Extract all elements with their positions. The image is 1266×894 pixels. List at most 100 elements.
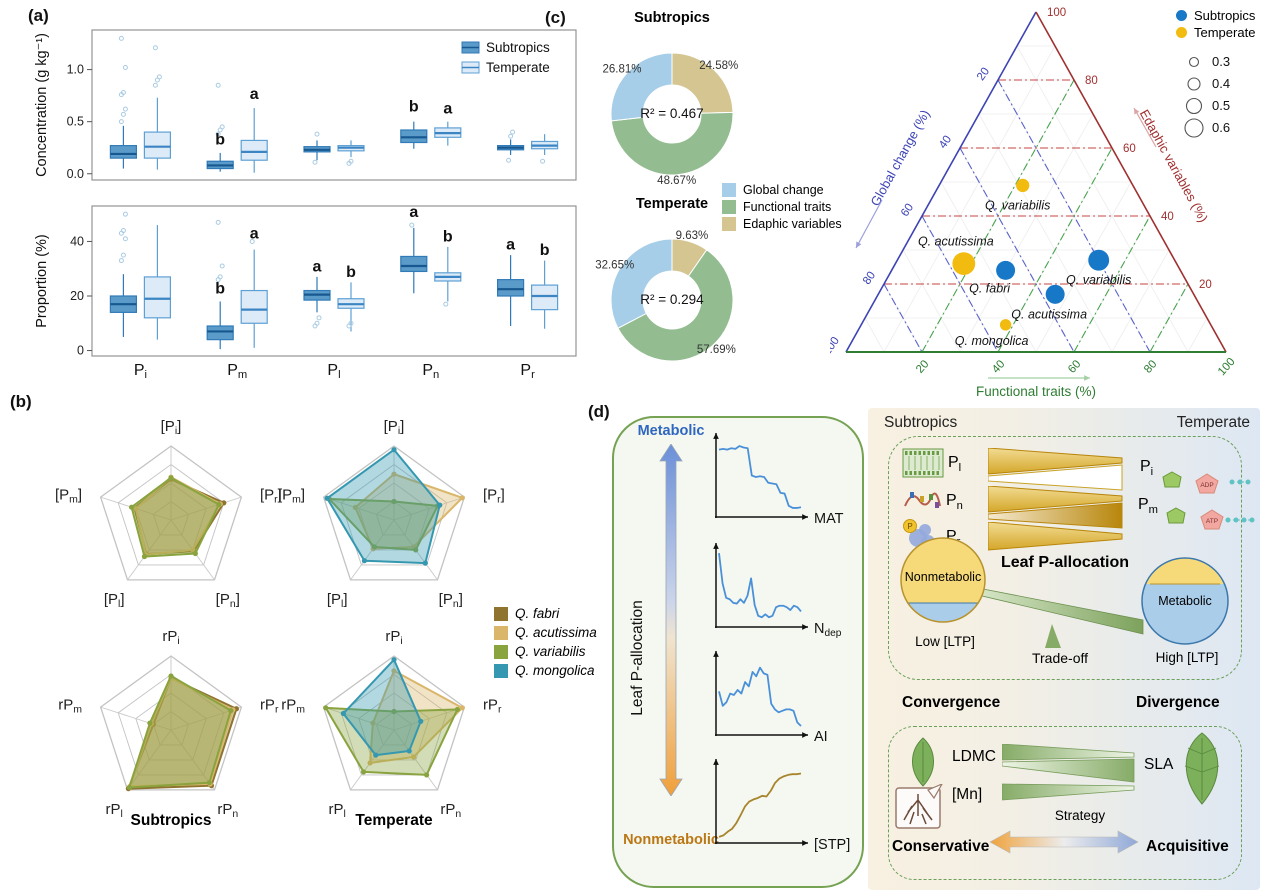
gradient-axis-box — [612, 416, 864, 888]
seesaw-plank-icon — [977, 587, 1144, 648]
svg-text:[Pr]: [Pr] — [260, 486, 282, 505]
ternary-chart: 20 20 20 40 40 40 60 60 60 80 80 80 100 100 100 Global … — [821, 0, 1266, 405]
root-icon — [895, 784, 943, 829]
svg-text:80: 80 — [861, 270, 878, 287]
boxplot-chart: 0.0 0.5 1.0 Concentration (g kg⁻¹) b a b a 0 20 40… — [30, 16, 582, 385]
nucleic-acid-icon — [904, 492, 941, 508]
svg-text:100: 100 — [1216, 356, 1238, 378]
svg-text:b: b — [409, 98, 419, 115]
panel-a-label: (a) — [28, 6, 49, 25]
svg-text:a: a — [250, 86, 259, 103]
donut-legend-label: Functional traits — [743, 200, 832, 214]
svg-text:100: 100 — [1047, 7, 1066, 19]
svg-text:0.3: 0.3 — [1212, 54, 1230, 69]
svg-text:Q. variabilis: Q. variabilis — [985, 198, 1050, 212]
svg-text:[Pn]: [Pn] — [216, 591, 240, 610]
svg-text:[Pm]: [Pm] — [55, 486, 82, 505]
p-allocation-dashed-box — [888, 436, 1242, 680]
leaf-small-icon — [912, 737, 934, 787]
svg-text:a: a — [409, 204, 418, 221]
svg-text:rPn: rPn — [217, 801, 238, 820]
svg-text:0: 0 — [77, 344, 84, 358]
svg-text:ADP: ADP — [1200, 482, 1213, 489]
svg-text:rPl: rPl — [329, 801, 346, 820]
svg-text:Q. mongolica: Q. mongolica — [955, 334, 1029, 348]
radar-title-temperate: Temperate — [355, 812, 433, 829]
svg-text:rPi: rPi — [385, 630, 402, 647]
donut-title-temperate: Temperate — [635, 196, 709, 212]
donut-temperate-svg: 9.63% 57.69% 32.65% R² = 0.294 — [595, 230, 736, 362]
svg-text:[Pl]: [Pl] — [327, 591, 348, 610]
svg-text:9.63%: 9.63% — [676, 230, 709, 242]
svg-text:60: 60 — [899, 202, 916, 219]
radar-conc-subtropics: [Pi] [Pr] [Pn] [Pl] [Pm] — [55, 418, 287, 633]
nonmetabolic-ball-label: Nonmetabolic — [904, 570, 982, 584]
svg-text:AI: AI — [814, 729, 828, 745]
svg-text:24.58%: 24.58% — [699, 60, 738, 72]
spark-ai-svg: AI — [713, 651, 828, 745]
high-ltp-label: High [LTP] — [1155, 650, 1219, 665]
svg-text:26.81%: 26.81% — [603, 63, 642, 75]
sla-label: SLA — [1144, 756, 1174, 773]
spark-ndep: Ndep — [702, 538, 852, 651]
svg-text:0.6: 0.6 — [1212, 120, 1230, 135]
svg-text:0.0: 0.0 — [67, 167, 84, 181]
p-m-label: Pm — [1138, 496, 1158, 517]
svg-text:rPr: rPr — [260, 696, 279, 715]
ternary-size-legend: 0.3 0.4 0.5 0.6 — [1178, 48, 1266, 149]
svg-text:MAT: MAT — [814, 511, 844, 527]
radar-conc-subtropics-svg: [Pi] [Pr] [Pn] [Pl] [Pm] — [55, 418, 282, 610]
leaf-p-allocation-axis-label: Leaf P-allocation — [629, 600, 646, 716]
svg-text:rPm: rPm — [58, 696, 82, 715]
svg-text:48.67%: 48.67% — [657, 175, 696, 187]
svg-text:[Pi]: [Pi] — [161, 420, 182, 437]
donut-legend-label: Global change — [743, 183, 824, 197]
svg-text:[Pi]: [Pi] — [384, 420, 405, 437]
svg-text:b: b — [346, 264, 356, 281]
strategy-dashed-box — [888, 726, 1242, 880]
svg-text:Temperate: Temperate — [486, 60, 550, 75]
panel-b-label: (b) — [10, 392, 32, 411]
nonmetabolic-ball-icon — [900, 537, 986, 623]
svg-text:rPi: rPi — [162, 630, 179, 647]
species-label: Q. fabri — [515, 606, 560, 621]
adp-atp-icon: ADP ATP — [1162, 471, 1255, 530]
radar-legend-item: Q. fabri — [494, 606, 597, 621]
ternary-group-legend-item: Temperate — [1176, 25, 1255, 40]
wedge-pl-pi-icon — [988, 448, 1123, 491]
svg-text:rPn: rPn — [440, 801, 461, 820]
svg-text:[STP]: [STP] — [814, 837, 850, 853]
svg-text:[Pl]: [Pl] — [104, 591, 125, 610]
ternary-group-legend-item: Subtropics — [1176, 8, 1255, 23]
metabolic-ball-label: Metabolic — [1158, 594, 1212, 608]
svg-text:20: 20 — [70, 289, 84, 303]
group-label: Temperate — [1194, 25, 1256, 40]
donut-swatch — [722, 217, 736, 231]
low-ltp-label: Low [LTP] — [915, 634, 975, 649]
leaf-large-icon — [1184, 732, 1220, 805]
svg-text:32.65%: 32.65% — [595, 259, 634, 271]
group-dot — [1176, 27, 1187, 38]
temperate-header: Temperate — [1176, 414, 1250, 431]
radar-legend: Q. fabri Q. acutissima Q. variabilis Q. mon… — [494, 606, 597, 682]
donut-subtropics: 24.58% 48.67% 26.81% R² = 0.467 — [580, 26, 764, 203]
svg-text:40: 40 — [70, 234, 84, 248]
ternary-group-legend: Subtropics Temperate — [1176, 8, 1255, 42]
p-l-label: Pl — [948, 454, 962, 475]
wedge-pn-pm-icon — [988, 486, 1123, 529]
svg-text:Q. fabri: Q. fabri — [969, 281, 1011, 295]
membrane-lipid-icon — [902, 448, 944, 478]
svg-text:R² = 0.467: R² = 0.467 — [640, 106, 703, 121]
svg-text:a: a — [250, 226, 259, 243]
svg-text:P: P — [907, 522, 912, 531]
donut-legend-item: Global change — [722, 183, 842, 197]
radar-conc-temperate-svg: [Pi] [Pr] [Pn] [Pl] [Pm] — [278, 418, 505, 610]
svg-text:[Pn]: [Pn] — [439, 591, 463, 610]
metabolic-ball-icon — [1141, 557, 1229, 645]
tradeoff-label: Trade-off — [1031, 650, 1089, 666]
svg-text:a: a — [443, 100, 452, 117]
group-label: Subtropics — [1194, 8, 1256, 23]
species-label: Q. acutissima — [515, 625, 597, 640]
svg-text:60: 60 — [1123, 143, 1136, 155]
ternary-svg: 20 20 20 40 40 40 60 60 60 80 80 80 100 100 100 Global … — [821, 7, 1238, 399]
